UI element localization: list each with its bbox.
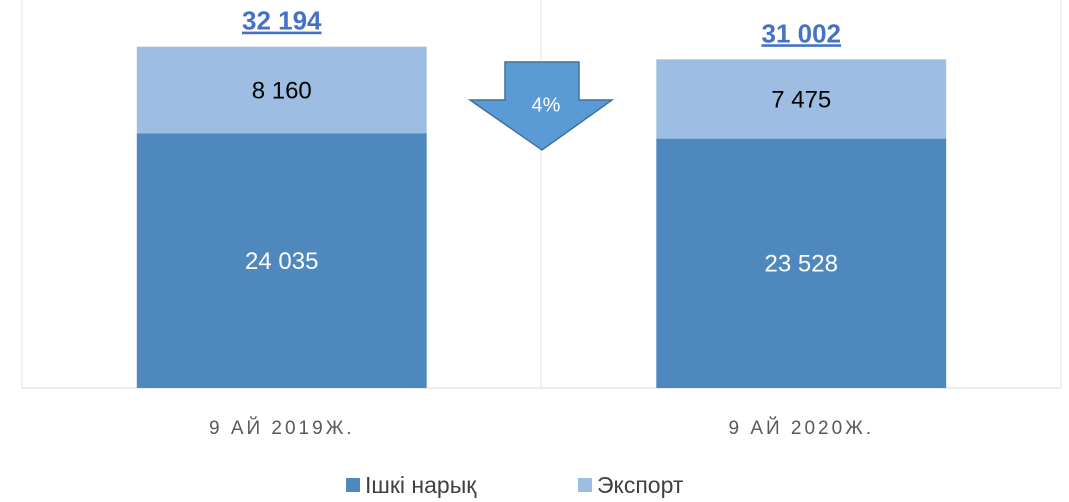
legend-swatch <box>578 478 592 492</box>
down-arrow <box>467 61 615 151</box>
legend-label: Экспорт <box>597 472 684 498</box>
legend-label: Ішкі нарық <box>365 472 477 498</box>
legend-swatch <box>346 478 360 492</box>
bar-segment <box>136 133 427 388</box>
total-label: 32 194 <box>242 6 322 36</box>
bar-segment <box>136 46 427 134</box>
value-label: 23 528 <box>765 251 838 278</box>
change-label: 4% <box>532 94 561 116</box>
value-label: 24 035 <box>245 248 318 275</box>
x-tick-label: 9 АЙ 2019Ж. <box>209 417 355 439</box>
x-tick-label: 9 АЙ 2020Ж. <box>728 417 874 439</box>
value-label: 7 475 <box>771 86 831 113</box>
bar-segment <box>656 59 947 139</box>
marks <box>136 46 947 388</box>
bar-segment <box>656 138 947 388</box>
value-label: 8 160 <box>252 77 312 104</box>
total-label: 31 002 <box>761 18 841 48</box>
